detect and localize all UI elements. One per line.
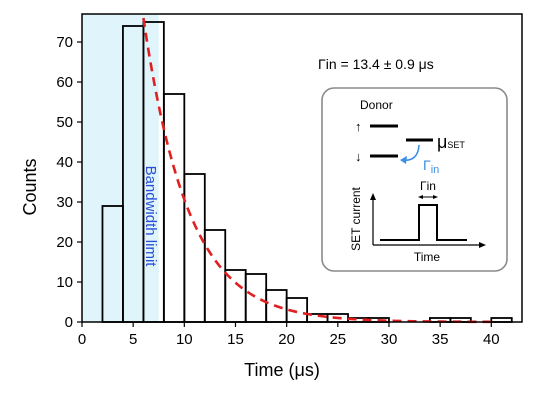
inset-x-arrowhead [479,242,486,248]
y-axis-label: Counts [20,158,40,215]
histogram-bar [224,269,247,323]
y-tick-label: 70 [56,34,73,51]
histogram-bar [162,93,186,323]
x-tick-label: 40 [483,331,500,348]
x-tick-label: 0 [78,331,86,348]
y-tick-label: 30 [56,194,73,211]
y-tick-label: 50 [56,114,73,131]
inset-border [321,87,508,272]
x-tick-label: 5 [129,331,137,348]
inset-box: Donor ↑ ↓ μSET Γin Γin SET current Time [321,87,508,272]
x-tick-label: 15 [227,331,244,348]
inset-y-arrowhead [370,193,376,200]
inset-y-label: SET current [349,186,363,250]
bandwidth-limit-label: Bandwidth limit [142,166,159,268]
x-tick-label: 25 [329,331,346,348]
exponential-fit-curve [142,17,492,324]
y-tick-label: 10 [56,274,73,291]
histogram-bar [183,173,206,323]
histogram-bar [244,273,268,323]
bandwidth-limit-shading [82,14,159,322]
y-tick-label: 40 [56,154,73,171]
pulse-width-arrowhead-left [418,195,423,199]
gamma-in-label: Γin [423,157,439,176]
pulse-width-label: Γin [420,179,436,193]
spin-down-arrow: ↓ [355,149,362,164]
y-tick-label: 60 [56,74,73,91]
x-tick-label: 10 [176,331,193,348]
spin-up-arrow: ↑ [355,119,362,134]
tunneling-arrow-head [400,156,407,164]
set-current-pulse-trace [380,204,467,241]
bandwidth-limit-region [82,14,159,322]
axes: 0 5 10 15 20 25 30 35 40 0 10 20 30 40 50 60 70 [56,13,523,348]
x-tick-label: 30 [381,331,398,348]
mu-set-label: μSET [437,132,465,152]
x-axis-label: Time (μs) [244,360,320,380]
inset-donor-label: Donor [360,98,393,112]
y-tick-label: 0 [65,314,73,331]
plot-frame [81,13,523,323]
x-tick-label: 35 [432,331,449,348]
y-tick-label: 20 [56,234,73,251]
x-tick-label: 20 [278,331,295,348]
inset-x-label: Time [414,250,441,264]
rate-annotation: Γin = 13.4 ± 0.9 μs [318,56,434,72]
pulse-width-arrowhead-right [433,195,438,199]
histogram-bar [203,229,227,323]
